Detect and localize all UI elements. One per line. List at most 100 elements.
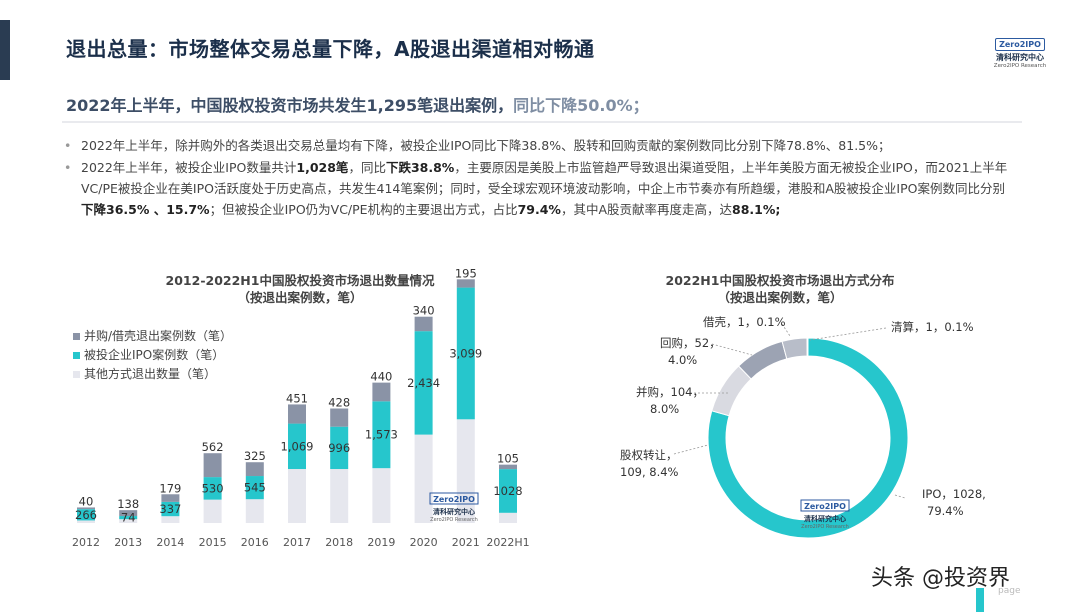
legend-label: 并购/借壳退出案例数（笔） <box>84 329 233 343</box>
data-label-ipo: 74 <box>121 511 136 525</box>
data-label-merger: 428 <box>328 396 350 410</box>
x-tick-label: 2017 <box>283 536 311 549</box>
page-subtitle: 2022年上半年，中国股权投资市场共发生1,295笔退出案例，同比下降50.0%… <box>66 92 649 116</box>
x-tick-label: 2014 <box>156 536 184 549</box>
bar-ipo <box>77 509 95 521</box>
donut-slice-股权转让 <box>711 365 752 417</box>
donut-label: 借壳，1，0.1% <box>703 315 786 329</box>
bullet-text-part: 2022年上半年，被投企业IPO数量共计 <box>81 160 297 175</box>
label-leader-line <box>894 494 906 499</box>
bar-ipo <box>288 423 306 470</box>
data-label-ipo: 545 <box>244 481 266 495</box>
label-leader-line <box>711 343 753 356</box>
svg-text:Zero2IPO Research: Zero2IPO Research <box>430 517 478 523</box>
bullet-list: • 2022年上半年，除并购外的各类退出交易总量均有下降，被投企业IPO同比下降… <box>64 135 1014 220</box>
bar-other <box>119 519 138 523</box>
bullet-item: • 2022年上半年，除并购外的各类退出交易总量均有下降，被投企业IPO同比下降… <box>64 135 1014 156</box>
data-label-ipo: 337 <box>159 502 181 516</box>
legend-label: 其他方式退出数量（笔） <box>84 367 217 381</box>
data-label-merger: 562 <box>202 440 224 454</box>
x-tick-label: 2022H1 <box>486 536 529 549</box>
bar-merger <box>499 464 517 470</box>
legend-item: 被投企业IPO案例数（笔） <box>73 346 232 365</box>
bullet-text-part: ，同比 <box>348 160 386 175</box>
legend-item: 并购/借壳退出案例数（笔） <box>73 327 232 346</box>
logo-box: Zero2IPO <box>995 38 1045 51</box>
x-tick-label: 2021 <box>452 536 480 549</box>
bar-other <box>245 499 264 523</box>
bar-merger <box>414 316 433 332</box>
svg-text:清科研究中心: 清科研究中心 <box>433 507 475 516</box>
donut-label: 并购，104， <box>636 385 704 399</box>
donut-label: IPO，1028, <box>922 487 986 501</box>
bar-chart-title-line2: （按退出案例数，笔） <box>237 290 363 305</box>
subtitle-main: 2022年上半年，中国股权投资市场共发生1,295笔退出案例， <box>66 96 514 115</box>
data-label-ipo: 2,434 <box>407 376 440 390</box>
bullet-text-part: ；但被投企业IPO仍为VC/PE机构的主要退出方式，占比 <box>209 202 518 217</box>
bar-legend: 并购/借壳退出案例数（笔） 被投企业IPO案例数（笔） 其他方式退出数量（笔） <box>73 327 232 384</box>
donut-chart-title-line1: 2022H1中国股权投资市场退出方式分布 <box>665 273 895 288</box>
donut-label: 清算，1，0.1% <box>891 320 974 334</box>
donut-slice-并购 <box>737 340 788 380</box>
data-label-ipo: 530 <box>202 481 224 495</box>
bar-merger <box>330 408 349 427</box>
data-label-merger: 440 <box>370 370 392 384</box>
x-tick-label: 2020 <box>410 536 438 549</box>
x-tick-label: 2015 <box>199 536 227 549</box>
bar-ipo <box>499 469 517 513</box>
data-label-ipo: 1028 <box>493 484 522 498</box>
page-label: page <box>998 586 1021 596</box>
bullet-dot: • <box>64 138 72 153</box>
bar-merger <box>245 462 264 477</box>
zero2ipo-logo: Zero2IPO 清科研究中心 Zero2IPO Research <box>990 32 1050 69</box>
bar-ipo <box>161 501 180 517</box>
donut-slice-IPO <box>707 337 909 539</box>
data-label-ipo: 3,099 <box>449 346 482 360</box>
bullet-bold: 1,028笔 <box>296 160 349 175</box>
data-label-merger: 40 <box>79 494 94 508</box>
bullet-text-part: ，其中A股贡献率再度走高，达 <box>560 202 733 217</box>
bar-ipo <box>330 426 349 470</box>
bullet-bold: 下降36.5% 、15.7% <box>81 202 210 217</box>
bar-merger <box>203 453 222 478</box>
label-leader-line <box>781 323 791 337</box>
bar-ipo <box>414 331 433 435</box>
data-label-ipo: 1,069 <box>281 439 314 453</box>
bar-merger <box>372 382 391 402</box>
data-label-merger: 325 <box>244 449 266 463</box>
legend-label: 被投企业IPO案例数（笔） <box>84 348 225 362</box>
bullet-bold: 下跌38.8% <box>385 160 455 175</box>
bar-other <box>77 520 95 523</box>
label-leader-line <box>673 444 709 455</box>
donut-slice-回购 <box>781 337 808 360</box>
data-label-merger: 451 <box>286 391 308 405</box>
bar-other <box>288 469 306 523</box>
bar-merger <box>161 494 180 502</box>
bar-merger <box>77 507 95 510</box>
data-label-ipo: 266 <box>75 508 97 522</box>
x-tick-label: 2018 <box>325 536 353 549</box>
legend-swatch <box>73 352 80 359</box>
donut-chart-title: 2022H1中国股权投资市场退出方式分布 （按退出案例数，笔） <box>630 272 930 306</box>
bar-other <box>203 499 222 523</box>
bar-ipo <box>245 476 264 500</box>
bar-chart-title-line1: 2012-2022H1中国股权投资市场退出数量情况 <box>165 273 435 288</box>
data-label-ipo: 1,573 <box>365 428 398 442</box>
donut-label-pct: 4.0% <box>668 353 697 367</box>
donut-label: 股权转让， <box>620 448 678 462</box>
legend-swatch <box>73 333 80 340</box>
page-tag <box>976 588 984 612</box>
logo-en: Zero2IPO Research <box>993 63 1047 69</box>
x-tick-label: 2012 <box>72 536 100 549</box>
data-label-merger: 105 <box>497 452 519 466</box>
bar-other <box>372 468 391 523</box>
bar-other <box>330 469 349 523</box>
accent-bar <box>0 20 10 80</box>
bullet-bold: 88.1%; <box>732 202 781 217</box>
bullet-bold: 79.4% <box>517 202 561 217</box>
bar-ipo <box>119 516 138 520</box>
bar-ipo <box>203 477 222 500</box>
bar-ipo <box>372 401 391 469</box>
